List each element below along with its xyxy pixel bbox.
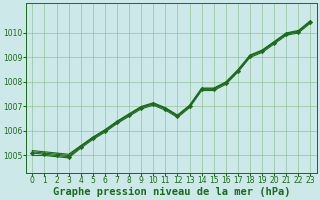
- X-axis label: Graphe pression niveau de la mer (hPa): Graphe pression niveau de la mer (hPa): [53, 186, 290, 197]
